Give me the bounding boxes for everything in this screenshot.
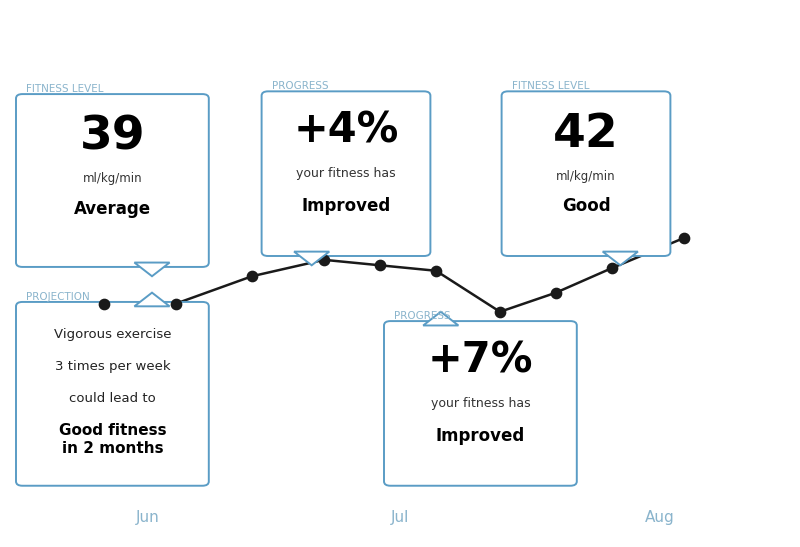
Text: your fitness has: your fitness has <box>296 167 396 180</box>
Point <box>246 272 258 281</box>
Text: ml/kg/min: ml/kg/min <box>556 170 616 183</box>
Point <box>318 255 330 264</box>
FancyBboxPatch shape <box>502 91 670 256</box>
Point <box>374 261 386 270</box>
Text: Jun: Jun <box>136 510 160 525</box>
Polygon shape <box>602 252 638 265</box>
Text: Vigorous exercise: Vigorous exercise <box>54 328 171 341</box>
Text: Aug: Aug <box>645 510 675 525</box>
Text: FITNESS LEVEL: FITNESS LEVEL <box>26 84 104 94</box>
Point <box>98 299 110 308</box>
FancyBboxPatch shape <box>262 91 430 256</box>
Text: Improved: Improved <box>302 197 390 215</box>
Polygon shape <box>134 293 170 306</box>
Point <box>550 288 562 297</box>
Polygon shape <box>134 263 170 276</box>
Point <box>430 266 442 275</box>
Text: ml/kg/min: ml/kg/min <box>82 172 142 185</box>
Text: could lead to: could lead to <box>69 392 156 405</box>
Text: FITNESS LEVEL: FITNESS LEVEL <box>512 82 590 91</box>
Text: your fitness has: your fitness has <box>430 397 530 410</box>
Text: +7%: +7% <box>428 339 533 381</box>
Text: PROGRESS: PROGRESS <box>272 82 329 91</box>
Text: 3 times per week: 3 times per week <box>54 360 170 373</box>
Polygon shape <box>294 252 330 265</box>
Text: Jul: Jul <box>391 510 409 525</box>
Text: PROGRESS: PROGRESS <box>394 311 451 321</box>
Point <box>170 299 182 308</box>
Text: 39: 39 <box>79 115 146 160</box>
Text: Average: Average <box>74 200 151 218</box>
Text: Improved: Improved <box>436 427 525 445</box>
Text: Good fitness
in 2 months: Good fitness in 2 months <box>58 423 166 456</box>
Text: PROJECTION: PROJECTION <box>26 292 90 302</box>
FancyBboxPatch shape <box>384 321 577 486</box>
Text: 42: 42 <box>553 112 619 157</box>
Point <box>678 234 690 242</box>
Point <box>606 264 618 272</box>
FancyBboxPatch shape <box>16 302 209 486</box>
Text: Good: Good <box>562 197 610 215</box>
FancyBboxPatch shape <box>16 94 209 267</box>
Point <box>494 307 506 316</box>
Polygon shape <box>423 312 458 325</box>
Text: +4%: +4% <box>294 109 398 152</box>
